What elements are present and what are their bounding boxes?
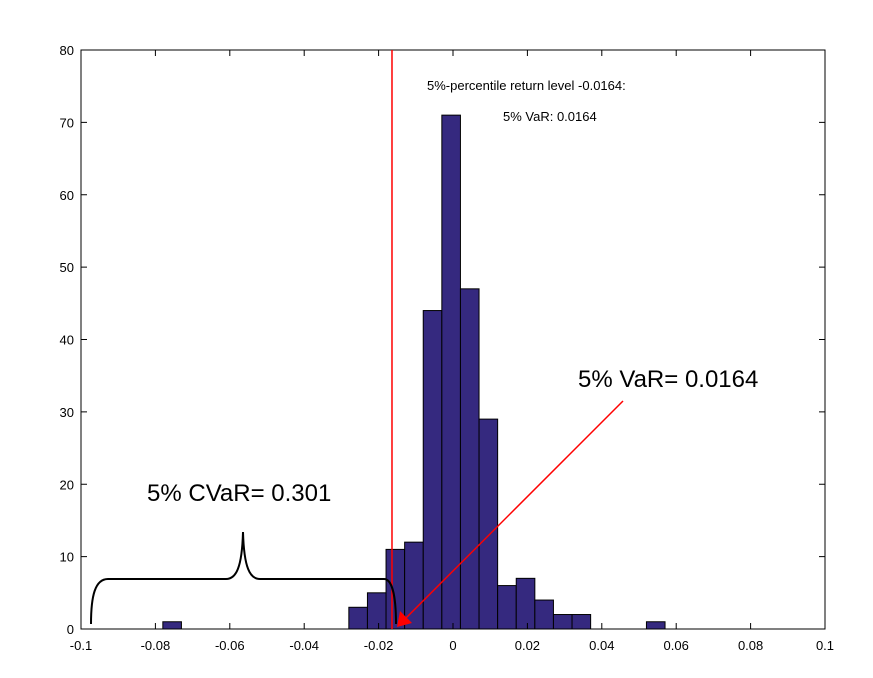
y-tick-label: 10 <box>60 550 74 565</box>
y-tick-label: 70 <box>60 115 74 130</box>
x-tick-label: 0 <box>449 638 456 653</box>
y-tick-label: 30 <box>60 405 74 420</box>
axes-box <box>80 49 826 630</box>
histogram-bar <box>571 614 592 630</box>
histogram-bar <box>366 592 387 630</box>
var-big-annotation: 5% VaR= 0.0164 <box>578 366 758 393</box>
cvar-annotation: 5% CVaR= 0.301 <box>147 480 331 507</box>
var-arrow-shaft <box>401 400 624 623</box>
histogram-bar <box>441 114 461 630</box>
y-tick-label: 50 <box>60 260 74 275</box>
cvar-brace <box>90 531 397 625</box>
histogram-bar <box>422 310 443 630</box>
y-tick-label: 0 <box>67 622 74 637</box>
y-tick-label: 20 <box>60 477 74 492</box>
percentile-annotation: 5%-percentile return level -0.0164: <box>427 78 626 93</box>
x-tick-label: 0.06 <box>664 638 689 653</box>
x-tick-label: -0.1 <box>70 638 92 653</box>
x-tick-label: 0.04 <box>589 638 614 653</box>
histogram-bar <box>497 585 517 630</box>
x-tick-label: -0.04 <box>289 638 319 653</box>
y-tick-label: 80 <box>60 43 74 58</box>
var-arrow-head <box>397 611 412 627</box>
histogram-bar <box>645 621 666 630</box>
x-tick-label: 0.02 <box>515 638 540 653</box>
histogram-bar <box>534 599 554 630</box>
x-tick-label: -0.02 <box>364 638 394 653</box>
y-tick-label: 60 <box>60 188 74 203</box>
x-tick-label: -0.08 <box>141 638 171 653</box>
y-axis-ticks: 0 10 20 30 40 50 60 70 80 <box>60 43 825 637</box>
histogram-bar <box>515 577 536 630</box>
histogram-bar <box>348 606 368 630</box>
var-small-annotation: 5% VaR: 0.0164 <box>503 109 597 124</box>
x-tick-label: -0.06 <box>215 638 245 653</box>
histogram-bar <box>552 614 573 630</box>
x-axis-ticks: -0.1 -0.08 -0.06 -0.04 -0.02 0 0.02 0.04 0.06 0.0… <box>70 50 834 653</box>
x-tick-label: 0.1 <box>816 638 834 653</box>
histogram-bar <box>478 418 499 630</box>
y-tick-label: 40 <box>60 333 74 348</box>
histogram-bar <box>162 621 182 630</box>
x-tick-label: 0.08 <box>738 638 763 653</box>
histogram-bar <box>459 288 480 630</box>
bars-group <box>162 114 666 630</box>
